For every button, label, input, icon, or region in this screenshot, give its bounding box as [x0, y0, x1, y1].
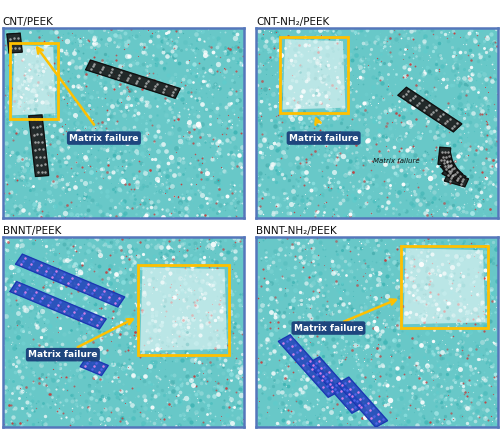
Polygon shape: [337, 377, 388, 427]
Polygon shape: [308, 357, 364, 413]
Polygon shape: [404, 248, 485, 324]
Polygon shape: [80, 356, 108, 375]
Polygon shape: [12, 45, 56, 115]
Text: BNNT/PEEK: BNNT/PEEK: [2, 226, 61, 236]
Polygon shape: [140, 267, 227, 351]
Polygon shape: [16, 254, 124, 307]
Text: CNT/PEEK: CNT/PEEK: [2, 17, 54, 27]
Polygon shape: [440, 156, 458, 175]
Polygon shape: [10, 281, 106, 329]
Polygon shape: [278, 335, 340, 397]
Polygon shape: [28, 115, 48, 176]
Polygon shape: [442, 167, 466, 184]
Polygon shape: [398, 87, 462, 132]
Text: Matrix failure: Matrix failure: [294, 323, 363, 332]
Polygon shape: [444, 173, 468, 187]
Text: CNT-NH₂/PEEK: CNT-NH₂/PEEK: [256, 17, 330, 27]
Polygon shape: [86, 60, 180, 98]
Bar: [10, 43, 58, 119]
Text: Matrix failure: Matrix failure: [289, 133, 358, 142]
Polygon shape: [440, 161, 463, 180]
Polygon shape: [440, 152, 454, 170]
Polygon shape: [282, 39, 346, 109]
Bar: [138, 266, 230, 355]
Bar: [401, 246, 488, 328]
Text: BNNT-NH₂/PEEK: BNNT-NH₂/PEEK: [256, 226, 337, 236]
Text: Matrix failure: Matrix failure: [373, 158, 420, 164]
Text: Matrix failure: Matrix failure: [69, 133, 138, 142]
Polygon shape: [7, 33, 22, 53]
Bar: [280, 37, 348, 113]
Text: Matrix failure: Matrix failure: [28, 350, 98, 359]
Polygon shape: [438, 147, 450, 165]
